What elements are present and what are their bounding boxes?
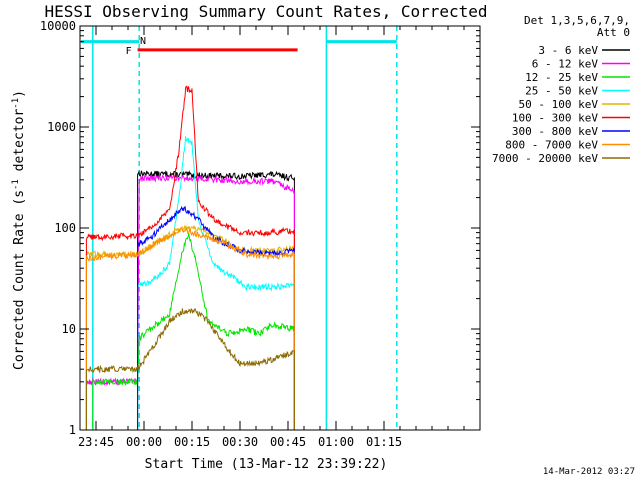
legend-label: 300 - 800 keV <box>512 125 598 138</box>
y-axis-title-space <box>12 171 27 179</box>
x-tick-label: 00:15 <box>174 435 210 449</box>
y-axis-title-main: Corrected Count Rate (s <box>12 190 27 370</box>
legend-header-0: Det 1,3,5,6,7,9, <box>524 14 630 27</box>
series-line-3 <box>137 136 295 430</box>
y-axis-title-unit: detector <box>12 109 27 172</box>
night-marker-label: N <box>140 36 146 47</box>
y-tick-label: 100 <box>54 221 76 235</box>
flare-marker-label: F <box>126 46 132 57</box>
x-tick-label: 01:15 <box>366 435 402 449</box>
series-line-8 <box>85 308 295 430</box>
x-tick-label: 00:30 <box>222 435 258 449</box>
series-line-2 <box>92 233 295 430</box>
legend-label: 3 - 6 keV <box>538 44 598 57</box>
legend-label: 100 - 300 keV <box>512 112 598 125</box>
y-tick-label: 1 <box>69 423 76 437</box>
y-tick-label: 10000 <box>40 19 76 33</box>
axis-layer: 1 10 100 1000 10000 23:45 00:00 00:15 00:30 00:45… <box>40 19 481 449</box>
y-axis-title-sup1: -1 <box>11 179 21 190</box>
legend-label: 50 - 100 keV <box>519 98 599 111</box>
y-tick-label: 10 <box>62 322 76 336</box>
x-tick-label: 00:45 <box>270 435 306 449</box>
chart-title: HESSI Observing Summary Count Rates, Cor… <box>44 2 487 21</box>
timestamp: 14-Mar-2012 03:27 <box>543 467 635 477</box>
x-axis-title: Start Time (13-Mar-12 23:39:22) <box>145 457 388 472</box>
data-layer: FN <box>81 26 398 430</box>
legend-label: 6 - 12 keV <box>532 58 599 71</box>
y-axis-title: Corrected Count Rate (s-1 detector-1) <box>11 90 27 370</box>
plot-frame <box>79 25 481 431</box>
y-tick-label: 1000 <box>47 120 76 134</box>
legend-label: 25 - 50 keV <box>525 85 598 98</box>
legend-label: 800 - 7000 keV <box>505 139 598 152</box>
legend-label: 12 - 25 keV <box>525 71 598 84</box>
x-tick-label: 01:00 <box>318 435 354 449</box>
series-line-7 <box>85 226 295 430</box>
y-axis-title-close: ) <box>12 90 27 98</box>
x-tick-label: 00:00 <box>126 435 162 449</box>
legend-header-1: Att 0 <box>597 26 630 39</box>
legend-label: 7000 - 20000 keV <box>492 152 598 165</box>
x-tick-label: 23:45 <box>78 435 114 449</box>
series-line-0 <box>137 169 295 430</box>
y-axis-title-sup2: -1 <box>11 98 21 109</box>
series-line-5 <box>85 85 295 430</box>
